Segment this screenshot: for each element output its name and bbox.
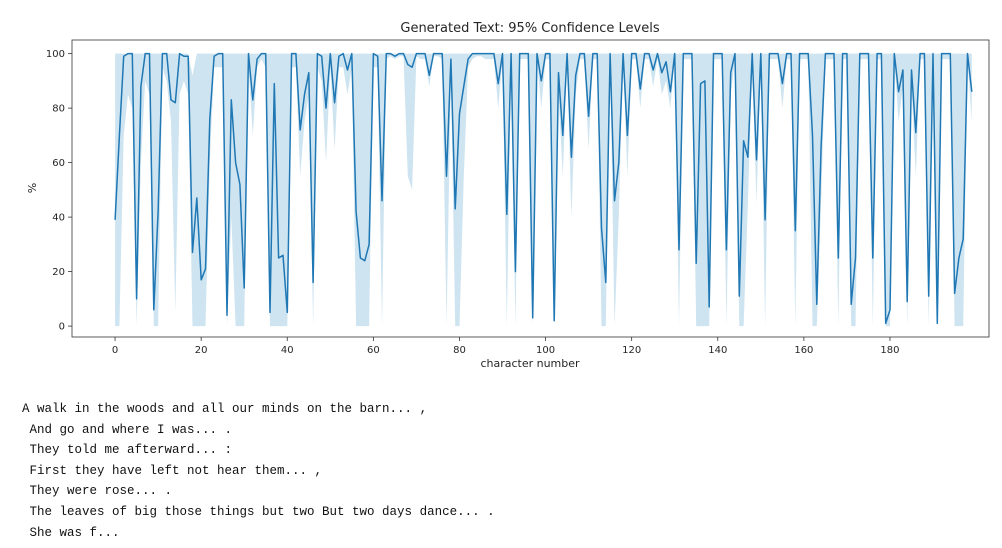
x-tick-label: 140 [708, 345, 727, 356]
y-tick-label: 20 [52, 267, 65, 278]
x-tick-label: 180 [880, 345, 899, 356]
y-axis-ticks: 0 20 40 60 80 100 [46, 49, 72, 333]
x-tick-label: 100 [536, 345, 555, 356]
series-line-layer [114, 52, 973, 325]
y-tick-label: 0 [59, 322, 65, 333]
y-tick-label: 40 [52, 213, 65, 224]
series-line [114, 52, 973, 325]
generated-text-block: A walk in the woods and all our minds on… [22, 399, 992, 543]
generated-text-line: They told me afterward... : [22, 443, 233, 458]
generated-text-line: She was f... [22, 525, 120, 540]
x-axis-ticks: 0 20 40 60 80 100 120 140 160 180 [112, 337, 900, 356]
x-tick-label: 60 [367, 345, 380, 356]
x-axis-label: character number [480, 357, 580, 370]
generated-text-line: A walk in the woods and all our minds on… [22, 402, 428, 416]
y-tick-label: 100 [46, 49, 65, 60]
chart-title: Generated Text: 95% Confidence Levels [400, 21, 659, 36]
confidence-chart: Generated Text: 95% Confidence Levels 0 2… [26, 21, 990, 370]
generated-text-line: They were rose... . [22, 484, 173, 499]
x-tick-label: 40 [281, 345, 294, 356]
y-tick-label: 60 [52, 158, 65, 169]
x-tick-label: 20 [195, 345, 208, 356]
y-tick-label: 80 [52, 104, 65, 115]
x-tick-label: 120 [622, 345, 641, 356]
generated-text-line: And go and where I was... . [22, 422, 233, 437]
x-tick-label: 160 [794, 345, 813, 356]
generated-text-line: The leaves of big those things but two B… [22, 504, 495, 519]
y-axis-label: % [26, 183, 39, 193]
generated-text-line: First they have left not hear them... , [22, 463, 323, 478]
x-tick-label: 0 [112, 345, 118, 356]
x-tick-label: 80 [453, 345, 466, 356]
plot-frame [71, 39, 990, 338]
